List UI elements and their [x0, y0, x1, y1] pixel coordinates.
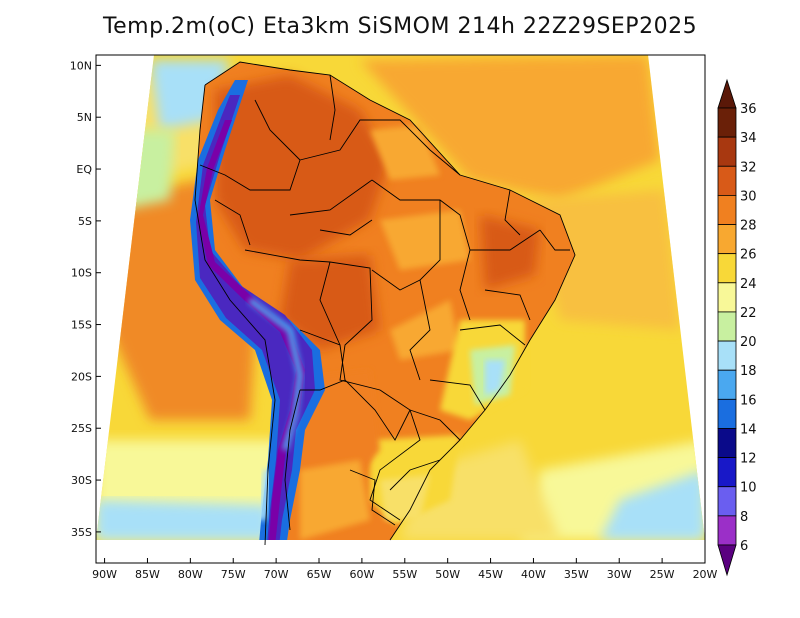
- colorbar-box: [717, 107, 737, 138]
- colorbar-box: [717, 340, 737, 371]
- lat-tick-label: 5N: [77, 111, 92, 124]
- colorbar-box: [717, 486, 737, 517]
- lat-tick-label: 5S: [78, 215, 92, 228]
- lon-tick-label: 45W: [478, 568, 503, 581]
- colorbar-box: [717, 457, 737, 488]
- lon-tick-label: 80W: [178, 568, 203, 581]
- colorbar-label: 24: [740, 277, 757, 292]
- lon-tick-label: 20W: [693, 568, 718, 581]
- colorbar: 6 8 10 12 14 16 18 20 22 24 26 28 30 32 34 36: [717, 78, 757, 577]
- colorbar-label: 22: [740, 306, 757, 321]
- lat-tick-label: 25S: [71, 422, 92, 435]
- lon-tick-label: 60W: [349, 568, 374, 581]
- lon-tick-label: 90W: [92, 568, 117, 581]
- colorbar-label: 26: [740, 248, 757, 263]
- lon-tick-label: 85W: [135, 568, 160, 581]
- colorbar-box: [717, 194, 737, 225]
- lat-tick-label: 10S: [71, 267, 92, 280]
- lon-tick-label: 40W: [521, 568, 546, 581]
- colorbar-label: 14: [740, 422, 757, 437]
- colorbar-box: [717, 369, 737, 400]
- colorbar-label: 34: [740, 131, 757, 146]
- temperature-field: [96, 55, 705, 540]
- colorbar-label: 32: [740, 160, 757, 175]
- colorbar-label: 10: [740, 481, 757, 496]
- colorbar-box: [717, 311, 737, 342]
- colorbar-label: 20: [740, 335, 757, 350]
- colorbar-label: 12: [740, 452, 757, 467]
- colorbar-label: 18: [740, 364, 757, 379]
- lon-tick-label: 55W: [392, 568, 417, 581]
- colorbar-box: [717, 398, 737, 429]
- colorbar-label: 30: [740, 189, 757, 204]
- lon-tick-label: 30W: [607, 568, 632, 581]
- lat-tick-label: 10N: [70, 59, 92, 72]
- country-borders: [194, 61, 576, 546]
- lon-tick-label: 75W: [221, 568, 246, 581]
- colorbar-box: [717, 136, 737, 167]
- lat-tick-label: 35S: [71, 526, 92, 539]
- colorbar-box: [717, 253, 737, 284]
- colorbar-label: 36: [740, 102, 757, 117]
- colorbar-label: 8: [740, 510, 748, 525]
- colorbar-over-arrow: [717, 78, 737, 109]
- lon-tick-label: 65W: [307, 568, 332, 581]
- colorbar-box: [717, 515, 737, 546]
- lat-tick-label: 20S: [71, 370, 92, 383]
- lat-tick-label: EQ: [76, 163, 92, 176]
- colorbar-box: [717, 165, 737, 196]
- map-title: Temp.2m(oC) Eta3km SiSMOM 214h 22Z29SEP2…: [102, 14, 698, 39]
- colorbar-label: 28: [740, 219, 757, 234]
- lat-tick-label: 15S: [71, 319, 92, 332]
- latitude-axis: 10N 5N EQ 5S 10S 15S 20S 25S 30S 35S: [70, 59, 101, 539]
- longitude-axis: 90W 85W 80W 75W 70W 65W 60W 55W 50W 45W 40W 35W 30W 2…: [92, 558, 718, 581]
- lon-tick-label: 35W: [564, 568, 589, 581]
- colorbar-box: [717, 224, 737, 255]
- colorbar-label: 16: [740, 393, 757, 408]
- plot-frame: [95, 54, 706, 564]
- colorbar-box: [717, 428, 737, 459]
- colorbar-box: [717, 282, 737, 313]
- lon-tick-label: 70W: [264, 568, 289, 581]
- lon-tick-label: 50W: [435, 568, 460, 581]
- colorbar-under-arrow: [717, 544, 737, 577]
- colorbar-label: 6: [740, 539, 748, 554]
- lon-tick-label: 25W: [650, 568, 675, 581]
- lat-tick-label: 30S: [71, 474, 92, 487]
